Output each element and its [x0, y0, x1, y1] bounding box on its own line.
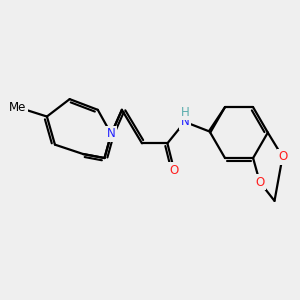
Text: N: N [180, 116, 189, 128]
Text: O: O [278, 150, 287, 163]
Text: N: N [107, 128, 116, 140]
Text: H: H [180, 106, 189, 119]
Text: Me: Me [9, 101, 26, 114]
Text: O: O [169, 164, 179, 177]
Text: O: O [255, 176, 264, 189]
